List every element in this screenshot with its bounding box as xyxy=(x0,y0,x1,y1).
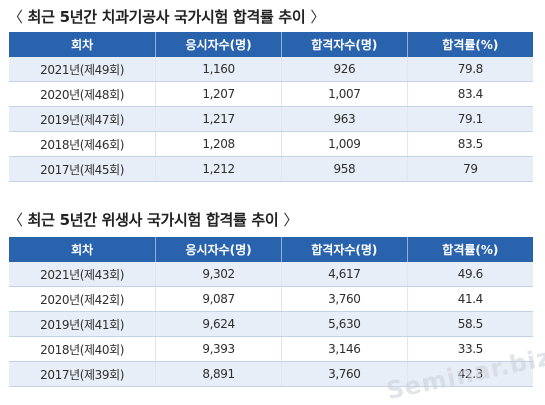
header-applicants: 응시자수(명) xyxy=(155,237,282,262)
cell-round: 2018년(제46회) xyxy=(9,131,157,157)
cell-round: 2019년(제47회) xyxy=(9,106,157,132)
section-title-dental-technician: 〈 최근 5년간 치과기공사 국가시험 합격률 추이 〉 xyxy=(8,6,325,27)
table-row: 2018년(제46회) 1,208 1,009 83.5 xyxy=(9,131,533,157)
cell-pass-rate: 49.6 xyxy=(407,262,533,287)
section-title-text: 최근 5년간 치과기공사 국가시험 합격률 추이 xyxy=(27,8,306,26)
cell-round: 2021년(제43회) xyxy=(9,262,157,287)
cell-applicants: 9,393 xyxy=(155,336,282,362)
table-row: 2021년(제43회) 9,302 4,617 49.6 xyxy=(9,262,533,287)
right-angle-bracket: 〉 xyxy=(310,8,326,26)
cell-passers: 4,617 xyxy=(281,262,408,287)
cell-round: 2017년(제45회) xyxy=(9,156,157,182)
left-angle-bracket: 〈 xyxy=(8,211,23,229)
cell-applicants: 9,624 xyxy=(155,311,282,337)
cell-applicants: 1,160 xyxy=(155,57,282,82)
cell-passers: 926 xyxy=(281,57,408,82)
cell-applicants: 8,891 xyxy=(155,361,282,387)
header-passers: 합격자수(명) xyxy=(281,237,408,262)
cell-applicants: 1,217 xyxy=(155,106,282,132)
cell-pass-rate: 83.4 xyxy=(407,81,533,107)
cell-round: 2021년(제49회) xyxy=(9,57,157,82)
cell-round: 2018년(제40회) xyxy=(9,336,157,362)
header-passers: 합격자수(명) xyxy=(281,32,408,57)
cell-pass-rate: 79.1 xyxy=(407,106,533,132)
cell-passers: 3,146 xyxy=(281,336,408,362)
table-row: 2017년(제39회) 8,891 3,760 42.3 xyxy=(9,361,533,387)
cell-passers: 958 xyxy=(281,156,408,182)
cell-pass-rate: 83.5 xyxy=(407,131,533,157)
section-title-dental-hygienist: 〈 최근 5년간 위생사 국가시험 합격률 추이 〉 xyxy=(8,209,298,230)
right-angle-bracket: 〉 xyxy=(283,211,299,229)
hygienist-pass-rate-table: 회차 응시자수(명) 합격자수(명) 합격률(%) 2021년(제43회) 9,… xyxy=(9,237,533,387)
cell-round: 2020년(제42회) xyxy=(9,286,157,312)
table-header-row: 회차 응시자수(명) 합격자수(명) 합격률(%) xyxy=(9,32,533,57)
cell-pass-rate: 58.5 xyxy=(407,311,533,337)
cell-passers: 1,009 xyxy=(281,131,408,157)
cell-pass-rate: 41.4 xyxy=(407,286,533,312)
cell-round: 2017년(제39회) xyxy=(9,361,157,387)
cell-passers: 5,630 xyxy=(281,311,408,337)
header-pass-rate: 합격률(%) xyxy=(407,237,533,262)
cell-applicants: 1,207 xyxy=(155,81,282,107)
left-angle-bracket: 〈 xyxy=(8,8,23,26)
section-title-text: 최근 5년간 위생사 국가시험 합격률 추이 xyxy=(27,211,279,229)
cell-applicants: 1,208 xyxy=(155,131,282,157)
table-row: 2019년(제47회) 1,217 963 79.1 xyxy=(9,106,533,132)
cell-applicants: 9,302 xyxy=(155,262,282,287)
cell-passers: 3,760 xyxy=(281,361,408,387)
cell-round: 2019년(제41회) xyxy=(9,311,157,337)
cell-passers: 1,007 xyxy=(281,81,408,107)
cell-applicants: 9,087 xyxy=(155,286,282,312)
header-round: 회차 xyxy=(9,32,157,57)
table-row: 2021년(제49회) 1,160 926 79.8 xyxy=(9,57,533,82)
cell-round: 2020년(제48회) xyxy=(9,81,157,107)
header-round: 회차 xyxy=(9,237,157,262)
table-row: 2020년(제42회) 9,087 3,760 41.4 xyxy=(9,286,533,312)
cell-applicants: 1,212 xyxy=(155,156,282,182)
table-row: 2017년(제45회) 1,212 958 79 xyxy=(9,156,533,182)
header-pass-rate: 합격률(%) xyxy=(407,32,533,57)
dental-technician-pass-rate-table: 회차 응시자수(명) 합격자수(명) 합격률(%) 2021년(제49회) 1,… xyxy=(9,32,533,182)
table-row: 2020년(제48회) 1,207 1,007 83.4 xyxy=(9,81,533,107)
cell-passers: 963 xyxy=(281,106,408,132)
table-row: 2019년(제41회) 9,624 5,630 58.5 xyxy=(9,311,533,337)
table-header-row: 회차 응시자수(명) 합격자수(명) 합격률(%) xyxy=(9,237,533,262)
table-row: 2018년(제40회) 9,393 3,146 33.5 xyxy=(9,336,533,362)
cell-pass-rate: 33.5 xyxy=(407,336,533,362)
cell-pass-rate: 79.8 xyxy=(407,57,533,82)
header-applicants: 응시자수(명) xyxy=(155,32,282,57)
cell-pass-rate: 42.3 xyxy=(407,361,533,387)
cell-passers: 3,760 xyxy=(281,286,408,312)
cell-pass-rate: 79 xyxy=(407,156,533,182)
